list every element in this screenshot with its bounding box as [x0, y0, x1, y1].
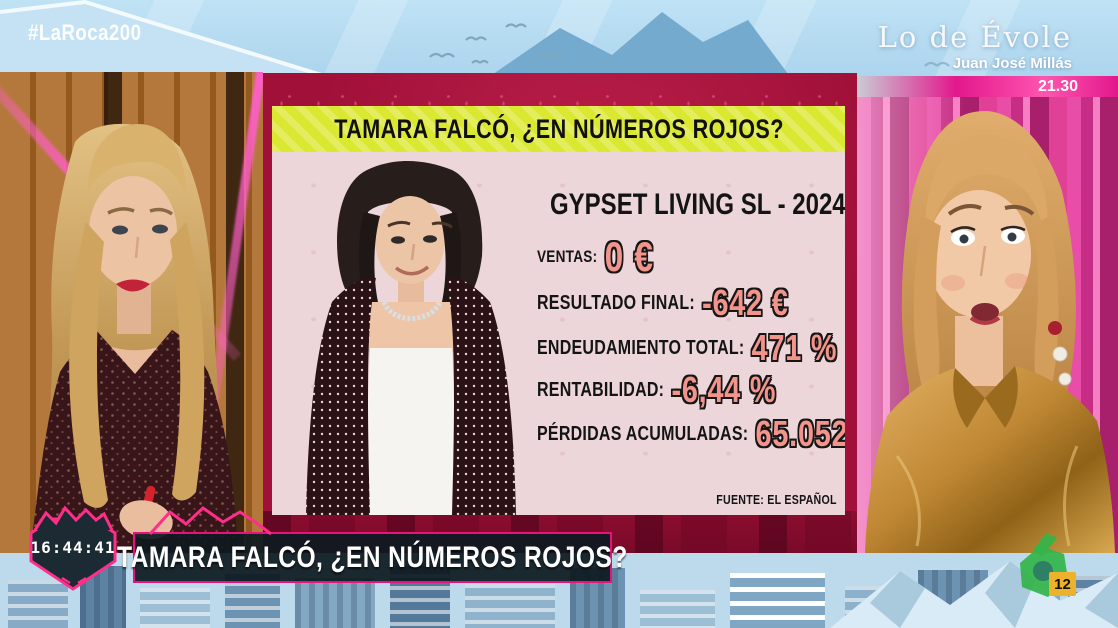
- stat-value: 65.052 €: [755, 413, 845, 454]
- promo-subtitle: Juan José Millás: [952, 55, 1072, 72]
- city-building: [465, 584, 555, 628]
- source-credit: FUENTE: EL ESPAÑOL: [716, 493, 837, 507]
- age-rating-badge: 12: [1049, 572, 1076, 596]
- infographic-body: GYPSET LIVING SL - 2024 VENTAS: 0 € RESU…: [272, 152, 845, 515]
- stat-row-endeudamiento: ENDEUDAMIENTO TOTAL: 471 %: [537, 327, 837, 369]
- stat-row-ventas: VENTAS: 0 €: [537, 233, 654, 280]
- hashtag-label: #LaRoca200: [28, 20, 142, 45]
- panelist-right-illustration: [865, 111, 1115, 553]
- tamara-falco-photo: [306, 161, 516, 515]
- clock-badge: 16:44:41: [22, 498, 124, 600]
- city-building: [8, 580, 68, 628]
- stat-row-perdidas: PÉRDIDAS ACUMULADAS: 65.052 €: [537, 413, 845, 455]
- promo-time-strip: 21.30: [857, 76, 1118, 97]
- clock-badge-icon: [29, 505, 117, 591]
- promo-title: Lo de Évole: [877, 20, 1072, 54]
- stat-label: ENDEUDAMIENTO TOTAL:: [537, 336, 745, 359]
- infographic-title: TAMARA FALCÓ, ¿EN NÚMEROS ROJOS?: [333, 113, 784, 144]
- stat-row-rentabilidad: RENTABILIDAD: -6,44 %: [537, 369, 776, 411]
- city-building: [295, 578, 375, 628]
- promo-time: 21.30: [1037, 78, 1078, 95]
- panelist-right-video: [857, 76, 1118, 553]
- clock-time: 16:44:41: [30, 538, 116, 557]
- mountains-icon: [830, 561, 1118, 628]
- panelist-left-illustration: [30, 123, 238, 553]
- infographic-card: TAMARA FALCÓ, ¿EN NÚMEROS ROJOS?: [263, 73, 857, 553]
- chyron-bar: TAMARA FALCÓ, ¿EN NÚMEROS ROJOS?: [117, 532, 627, 583]
- city-building: [730, 573, 825, 628]
- stat-row-resultado: RESULTADO FINAL: -642 €: [537, 282, 789, 324]
- infographic-title-banner: TAMARA FALCÓ, ¿EN NÚMEROS ROJOS?: [272, 106, 845, 152]
- stat-value: -642 €: [702, 282, 789, 323]
- stat-label: PÉRDIDAS ACUMULADAS:: [537, 422, 749, 445]
- chyron-text: TAMARA FALCÓ, ¿EN NÚMEROS ROJOS?: [117, 540, 628, 574]
- stat-value: -6,44 %: [671, 369, 777, 410]
- city-building: [140, 588, 210, 628]
- stat-label: RESULTADO FINAL:: [537, 291, 695, 314]
- stat-value: 471 %: [751, 327, 838, 368]
- city-building: [640, 590, 715, 628]
- company-header: GYPSET LIVING SL - 2024: [550, 188, 845, 221]
- panelist-left-video: [0, 72, 263, 553]
- stat-value: 0 €: [604, 233, 654, 280]
- stat-label: VENTAS:: [537, 247, 598, 266]
- mountain-zigzag-icon: [148, 506, 272, 536]
- stat-label: RENTABILIDAD:: [537, 378, 665, 401]
